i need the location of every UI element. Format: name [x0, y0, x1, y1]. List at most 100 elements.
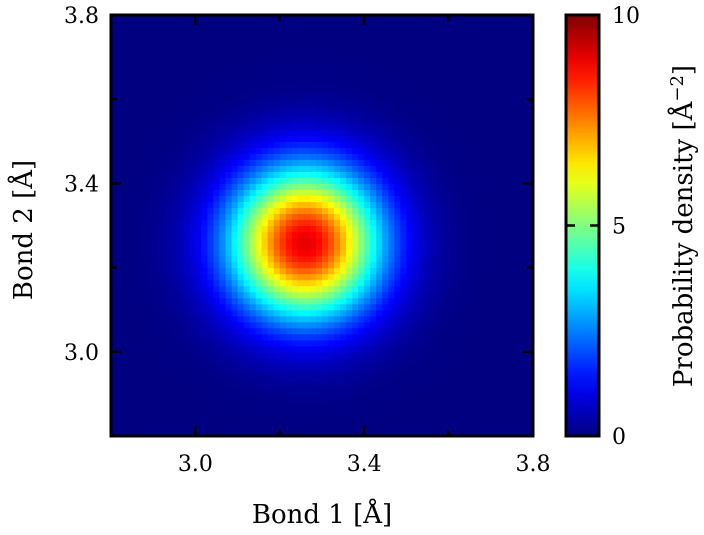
heatmap-cell: [484, 351, 492, 359]
heatmap-cell: [135, 309, 142, 317]
heatmap-cell: [460, 159, 468, 166]
heatmap-cell: [303, 291, 311, 299]
heatmap-cell: [460, 81, 468, 88]
heatmap-cell: [267, 351, 275, 359]
heatmap-cell: [279, 315, 287, 323]
heatmap-cell: [394, 255, 401, 263]
heatmap-cell: [165, 423, 172, 431]
heatmap-cell: [303, 93, 311, 100]
heatmap-cell: [400, 87, 407, 94]
heatmap-cell: [346, 147, 353, 154]
heatmap-cell: [424, 219, 432, 227]
heatmap-cell: [400, 219, 407, 227]
heatmap-cell: [472, 285, 480, 293]
heatmap-cell: [159, 249, 166, 257]
heatmap-cell: [111, 99, 118, 106]
heatmap-cell: [502, 15, 510, 22]
heatmap-cell: [424, 351, 432, 359]
heatmap-cell: [231, 429, 239, 436]
heatmap-cell: [165, 105, 172, 112]
heatmap-cell: [526, 147, 533, 154]
heatmap-cell: [297, 165, 305, 172]
heatmap-cell: [490, 369, 498, 377]
heatmap-cell: [201, 75, 209, 82]
heatmap-cell: [406, 159, 414, 166]
heatmap-cell: [261, 93, 269, 100]
heatmap-cell: [273, 105, 281, 112]
heatmap-cell: [502, 171, 510, 178]
heatmap-cell: [225, 423, 233, 431]
heatmap-cell: [448, 177, 456, 184]
heatmap-cell: [213, 81, 221, 88]
heatmap-cell: [207, 339, 215, 347]
heatmap-cell: [249, 159, 257, 166]
heatmap-cell: [135, 15, 142, 22]
heatmap-cell: [213, 141, 221, 148]
heatmap-cell: [496, 255, 504, 263]
heatmap-cell: [370, 423, 377, 431]
heatmap-cell: [496, 393, 504, 401]
heatmap-cell: [255, 171, 263, 178]
heatmap-cell: [412, 159, 420, 166]
heatmap-cell: [520, 123, 528, 130]
heatmap-cell: [141, 63, 148, 70]
heatmap-cell: [322, 429, 329, 436]
heatmap-cell: [189, 219, 196, 227]
heatmap-cell: [484, 75, 492, 82]
heatmap-cell: [219, 297, 227, 305]
heatmap-cell: [388, 387, 395, 395]
heatmap-cell: [328, 249, 335, 257]
heatmap-cell: [388, 351, 395, 359]
heatmap-cell: [165, 303, 172, 311]
heatmap-cell: [490, 27, 498, 34]
heatmap-cell: [424, 345, 432, 353]
heatmap-cell: [388, 111, 395, 118]
heatmap-cell: [225, 321, 233, 329]
heatmap-cell: [502, 261, 510, 269]
heatmap-cell: [135, 423, 142, 431]
heatmap-cell: [297, 261, 305, 269]
heatmap-cell: [249, 75, 257, 82]
heatmap-cell: [394, 141, 401, 148]
heatmap-cell: [364, 303, 371, 311]
heatmap-cell: [520, 51, 528, 58]
heatmap-cell: [189, 423, 196, 431]
heatmap-cell: [255, 147, 263, 154]
heatmap-cell: [430, 189, 438, 197]
heatmap-cell: [358, 195, 365, 203]
heatmap-cell: [400, 423, 407, 431]
heatmap-cell: [237, 333, 245, 341]
heatmap-cell: [297, 339, 305, 347]
heatmap-cell: [370, 15, 377, 22]
heatmap-cell: [303, 21, 311, 28]
heatmap-cell: [249, 69, 257, 76]
heatmap-cell: [147, 207, 154, 215]
heatmap-cell: [303, 387, 311, 395]
heatmap-cell: [484, 327, 492, 335]
heatmap-cell: [123, 189, 130, 197]
heatmap-cell: [490, 39, 498, 46]
heatmap-cell: [135, 87, 142, 94]
heatmap-cell: [165, 231, 172, 239]
heatmap-cell: [117, 201, 124, 209]
heatmap-cell: [207, 87, 215, 94]
heatmap-cell: [334, 393, 341, 401]
heatmap-cell: [165, 15, 172, 22]
heatmap-cell: [496, 153, 504, 160]
heatmap-cell: [430, 357, 438, 365]
heatmap-cell: [261, 75, 269, 82]
heatmap-cell: [484, 105, 492, 112]
heatmap-cell: [460, 273, 468, 281]
heatmap-cell: [430, 45, 438, 52]
heatmap-cell: [388, 225, 395, 233]
heatmap-cell: [267, 273, 275, 281]
heatmap-cell: [502, 351, 510, 359]
heatmap-cell: [406, 183, 414, 191]
heatmap-cell: [322, 285, 329, 293]
heatmap-cell: [195, 213, 203, 221]
heatmap-cell: [177, 417, 184, 425]
heatmap-cell: [340, 291, 347, 299]
heatmap-cell: [237, 429, 245, 436]
heatmap-cell: [213, 135, 221, 142]
heatmap-cell: [243, 21, 251, 28]
